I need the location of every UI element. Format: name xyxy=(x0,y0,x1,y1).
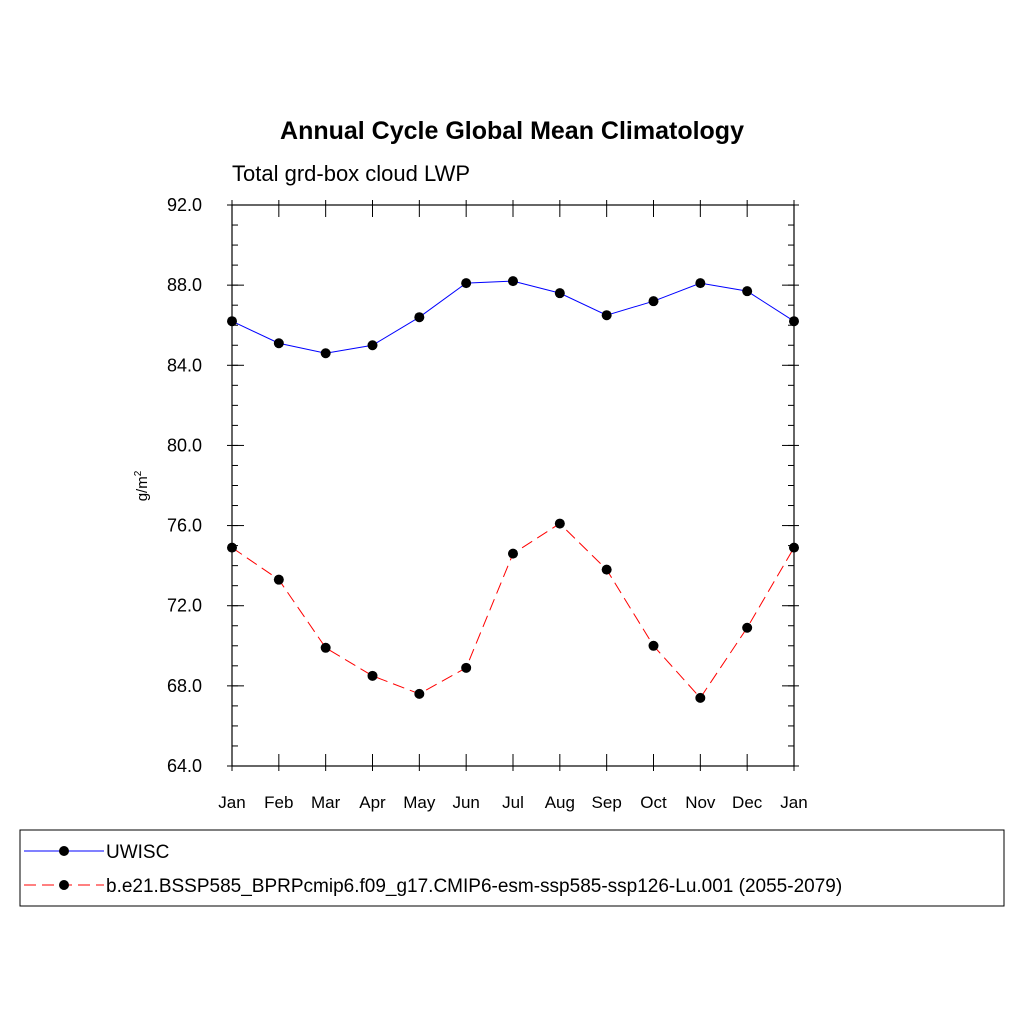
data-point xyxy=(367,340,378,351)
x-tick-label: Jun xyxy=(452,793,479,812)
series-layer xyxy=(227,276,799,703)
series-2 xyxy=(227,518,799,703)
data-point xyxy=(320,348,331,359)
x-tick-label: May xyxy=(403,793,436,812)
data-point xyxy=(367,670,378,681)
y-tick-label: 84.0 xyxy=(167,355,202,375)
data-point xyxy=(227,542,237,553)
data-point xyxy=(461,662,472,673)
x-tick-label: Mar xyxy=(311,793,341,812)
legend-box xyxy=(19,829,1005,907)
data-point xyxy=(273,338,284,349)
data-point xyxy=(414,688,425,699)
data-point xyxy=(320,642,331,653)
legend-label: UWISC xyxy=(106,842,169,863)
data-point xyxy=(273,574,284,585)
chart-title: Annual Cycle Global Mean Climatology xyxy=(280,117,744,145)
data-point xyxy=(508,548,518,559)
data-point xyxy=(554,288,565,299)
data-point xyxy=(789,316,799,327)
x-tick-label: Nov xyxy=(685,793,716,812)
x-tick-label: Jan xyxy=(780,793,807,812)
x-axis-tick-labels: Jan Feb Mar Apr May Jun Jul Aug Sep Oct Nov Dec Jan xyxy=(218,793,807,812)
x-tick-label: Apr xyxy=(359,793,386,812)
x-tick-label: Aug xyxy=(545,793,575,812)
x-tick-label: Feb xyxy=(264,793,293,812)
plot-frame xyxy=(231,204,795,767)
data-point xyxy=(554,518,565,529)
data-point xyxy=(648,640,659,651)
y-tick-label: 72.0 xyxy=(167,596,202,616)
y-tick-label: 68.0 xyxy=(167,676,202,696)
data-point xyxy=(601,564,612,575)
data-point xyxy=(648,296,659,307)
x-tick-label: Oct xyxy=(640,793,667,812)
data-point xyxy=(695,692,706,703)
data-point xyxy=(742,622,753,633)
x-tick-label: Sep xyxy=(592,793,622,812)
y-tick-label: 76.0 xyxy=(167,516,202,536)
series-1 xyxy=(227,276,799,359)
y-axis-tick-labels: 64.0 68.0 72.0 76.0 80.0 84.0 88.0 92.0 xyxy=(167,195,202,776)
legend-label: b.e21.BSSP585_BPRPcmip6.f09_g17.CMIP6-es… xyxy=(106,876,842,897)
y-tick-label: 64.0 xyxy=(167,756,202,776)
x-tick-label: Jan xyxy=(218,793,245,812)
series-line xyxy=(231,280,795,354)
x-tick-label: Dec xyxy=(732,793,763,812)
y-axis-label-text: g/m xyxy=(134,476,151,501)
chart-subtitle: Total grd-box cloud LWP xyxy=(232,161,470,186)
legend-marker xyxy=(59,880,69,890)
y-axis-label-superscript: 2 xyxy=(133,470,144,476)
data-point xyxy=(742,286,753,297)
data-point xyxy=(789,542,799,553)
y-tick-label: 92.0 xyxy=(167,195,202,215)
y-tick-label: 80.0 xyxy=(167,435,202,455)
legend: UWISC b.e21.BSSP585_BPRPcmip6.f09_g17.CMI… xyxy=(24,842,842,897)
data-point xyxy=(508,276,518,287)
legend-marker xyxy=(59,846,69,856)
data-point xyxy=(695,278,706,289)
data-point xyxy=(461,278,472,289)
data-point xyxy=(414,312,425,323)
x-tick-label: Jul xyxy=(502,793,524,812)
y-axis-label: g/m2 xyxy=(133,470,151,501)
data-point xyxy=(601,310,612,321)
svg-text:g/m2: g/m2 xyxy=(133,470,151,501)
data-point xyxy=(227,316,237,327)
y-tick-label: 88.0 xyxy=(167,275,202,295)
